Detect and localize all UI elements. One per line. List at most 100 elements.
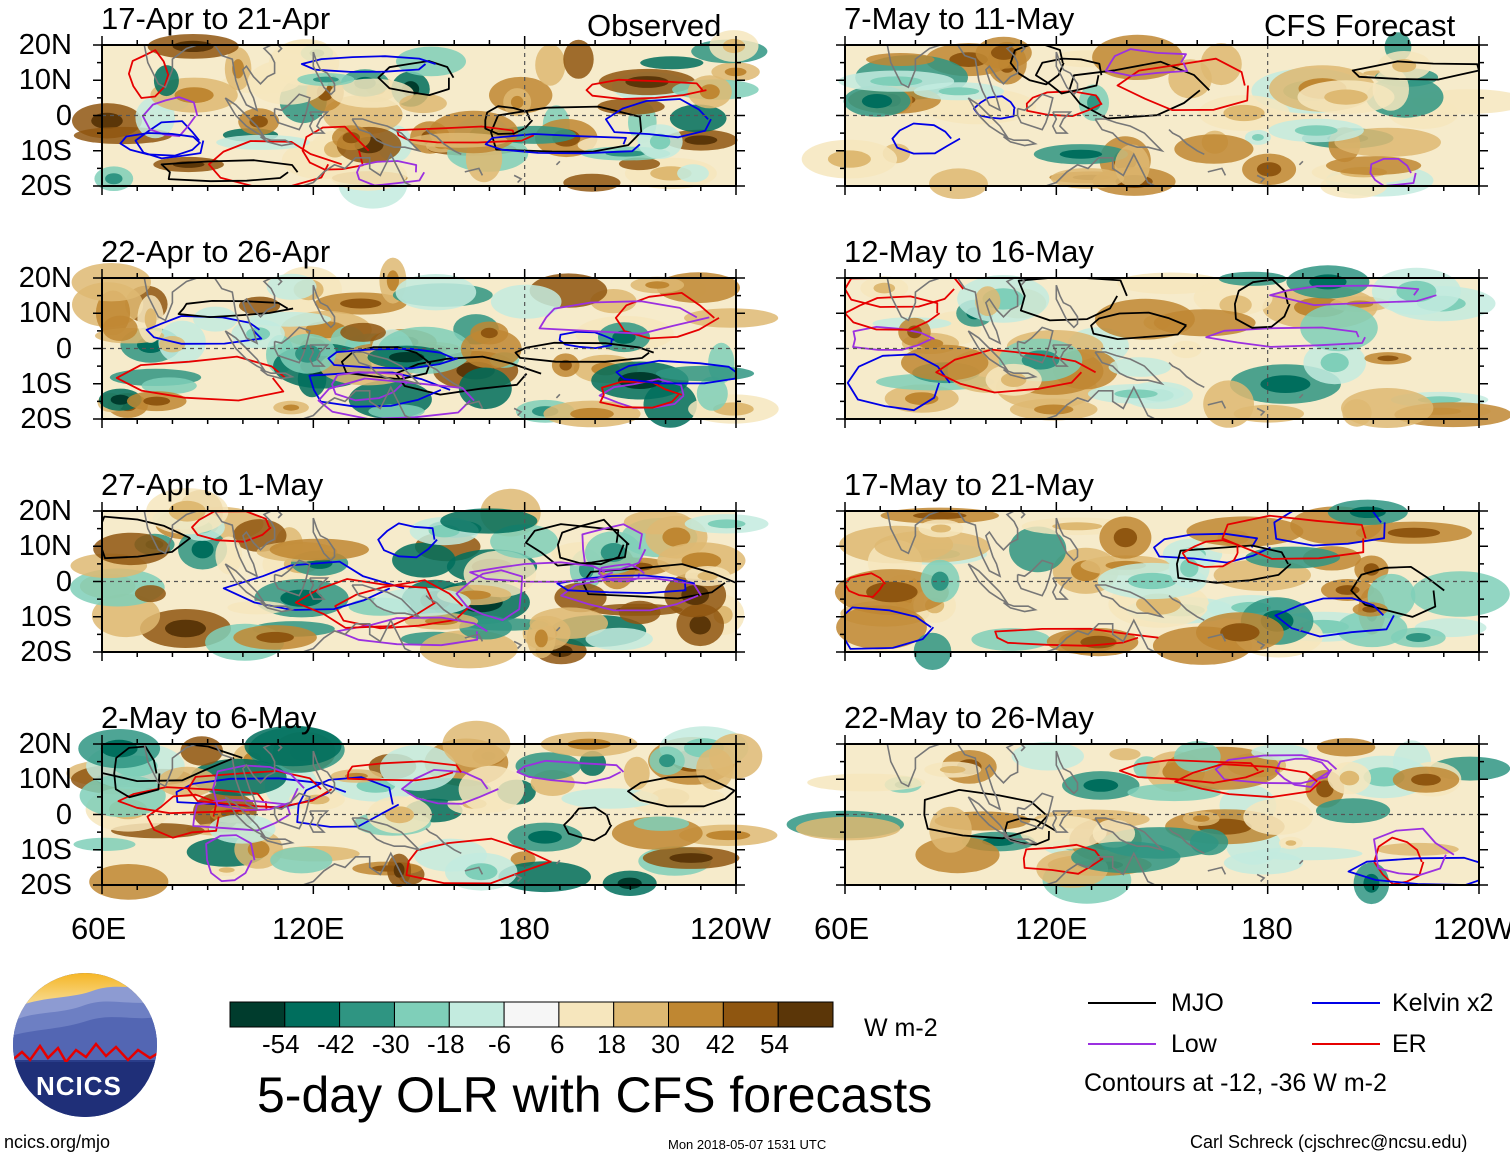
wave-contour-line: [558, 330, 615, 349]
footer-author: Carl Schreck (cjschrec@ncsu.edu): [1190, 1132, 1468, 1152]
legend-low: Low: [1171, 1030, 1217, 1058]
olr-anomaly-cell: [563, 173, 621, 192]
olr-anomaly-core: [1021, 350, 1060, 370]
legend-mjo: MJO: [1171, 989, 1224, 1017]
lon-label-right-120w: 120W: [1433, 913, 1510, 944]
wave-contour-line: [538, 300, 710, 335]
olr-anomaly-core: [645, 281, 670, 289]
coastline: [277, 44, 283, 53]
coastline: [967, 796, 1010, 838]
coastline: [1168, 828, 1205, 855]
lat-label: 10S: [20, 134, 72, 167]
cbar-tick-2: -42: [317, 1029, 355, 1059]
olr-anomaly-core: [256, 631, 294, 643]
coastline: [1020, 743, 1026, 752]
coastline: [513, 873, 523, 883]
olr-anomaly-cell: [669, 104, 727, 133]
coastline: [288, 851, 413, 886]
olr-anomaly-cell: [1336, 610, 1408, 648]
olr-anomaly-core: [938, 87, 980, 96]
olr-anomaly-core: [480, 327, 498, 339]
colorbar-bin: [503, 1001, 560, 1028]
olr-anomaly-cell: [563, 39, 594, 79]
wave-contour-line: [598, 378, 685, 409]
olr-field: [72, 30, 768, 209]
cbar-tick-6: 6: [550, 1029, 565, 1059]
wave-contour-line: [615, 359, 737, 385]
olr-anomaly-core: [1252, 134, 1264, 141]
wave-contour-line: [113, 745, 161, 799]
cbar-tick-4: -18: [427, 1029, 465, 1059]
olr-anomaly-cell: [631, 786, 725, 806]
olr-anomaly-core: [389, 352, 425, 363]
coastline: [277, 510, 283, 519]
olr-anomaly-cell: [684, 308, 779, 328]
olr-anomaly-cell: [971, 628, 1051, 651]
legend-er: ER: [1392, 1030, 1427, 1058]
coastline: [1207, 866, 1227, 875]
coastline: [1051, 344, 1073, 367]
coastline: [277, 277, 283, 286]
coastline: [1051, 111, 1073, 134]
coastline: [1003, 135, 1038, 147]
olr-anomaly-core: [697, 571, 718, 581]
coastline: [1298, 626, 1304, 632]
olr-anomaly-core: [662, 527, 691, 547]
legend-kelvin: Kelvin x2: [1392, 989, 1494, 1017]
wave-contour-line: [334, 579, 471, 630]
olr-anomaly-core: [1052, 522, 1103, 531]
olr-anomaly-core: [340, 298, 382, 309]
wave-contour-line: [300, 55, 436, 73]
lat-label: 20S: [20, 869, 72, 901]
olr-anomaly-core: [1034, 404, 1074, 415]
axis-ticks: [836, 269, 1488, 428]
colorbar-bin: [777, 1001, 834, 1028]
lat-label: 20S: [20, 170, 72, 202]
lat-label: 0: [55, 565, 72, 598]
wave-contour-line: [401, 769, 499, 805]
wave-contour-line: [923, 789, 1050, 840]
coastline: [308, 810, 330, 833]
olr-anomaly-core: [1316, 780, 1334, 798]
lat-label: 10N: [18, 530, 72, 563]
wave-contour-line: [117, 786, 268, 815]
wave-contour-line: [1350, 566, 1445, 618]
wave-contour-line: [1234, 278, 1291, 329]
coastline: [260, 601, 295, 613]
forecast-panel-2: [836, 265, 1510, 428]
olr-anomaly-core: [1324, 89, 1368, 105]
coastline: [1168, 595, 1205, 622]
ncics-logo: [13, 973, 157, 1117]
olr-anomaly-core: [1294, 125, 1338, 136]
olr-anomaly-cell: [836, 605, 927, 650]
olr-anomaly-cell: [490, 524, 559, 559]
olr-anomaly-core: [218, 867, 235, 873]
olr-anomaly-core: [143, 396, 171, 406]
olr-anomaly-cell: [464, 618, 549, 631]
coastline: [1094, 584, 1165, 619]
olr-anomaly-core: [1335, 585, 1360, 595]
olr-anomaly-core: [866, 581, 918, 603]
cbar-tick-1: -54: [262, 1029, 300, 1059]
coastline: [1256, 174, 1266, 184]
coastline: [143, 277, 198, 322]
wave-contour-line: [222, 560, 405, 611]
lon-label-left-120w: 120W: [690, 911, 771, 946]
olr-anomaly-cell: [244, 725, 342, 767]
coastline: [143, 743, 198, 788]
colorbar: [229, 1001, 834, 1028]
coastline: [1298, 160, 1304, 166]
olr-anomaly-core: [1387, 527, 1440, 538]
footer-url[interactable]: ncics.org/mjo: [4, 1132, 111, 1152]
coastline: [1298, 393, 1304, 399]
olr-anomaly-cell: [807, 773, 926, 792]
observed-panel-1: [72, 30, 768, 209]
olr-anomaly-core: [1001, 372, 1027, 387]
coastline: [1016, 559, 1054, 597]
olr-anomaly-cell: [929, 806, 972, 853]
panel-title-obs-1: 17-Apr to 21-Apr: [101, 1, 331, 36]
coastline: [1016, 792, 1054, 830]
olr-anomaly-cell: [535, 44, 566, 86]
olr-anomaly-cell: [1326, 156, 1422, 176]
olr-anomaly-cell: [1334, 127, 1441, 157]
